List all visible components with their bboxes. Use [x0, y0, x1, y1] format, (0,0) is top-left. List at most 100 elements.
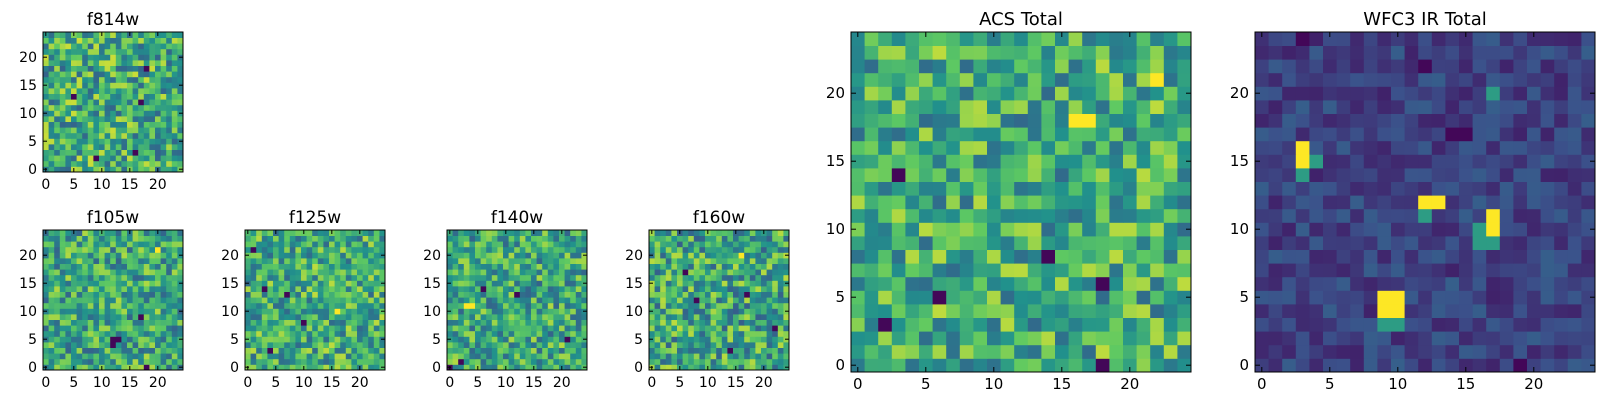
heatmap-cell [1177, 222, 1192, 237]
heatmap-cell [973, 290, 988, 305]
heatmap-cell [43, 269, 49, 276]
heatmap-cell [727, 336, 734, 343]
heatmap-cell [716, 241, 723, 248]
heatmap-cell [132, 138, 139, 145]
heatmap-cell [744, 358, 751, 365]
heatmap-cell [54, 252, 61, 259]
heatmap-cell [649, 314, 655, 320]
heatmap-cell [688, 258, 695, 264]
heatmap-cell [351, 347, 358, 354]
heatmap-cell [166, 166, 173, 173]
heatmap-cell [891, 222, 906, 237]
heatmap-cell [660, 263, 667, 270]
heatmap-cell [458, 364, 465, 371]
heatmap-cell [373, 325, 380, 332]
heatmap-cell [761, 342, 767, 348]
heatmap-cell [1268, 344, 1283, 359]
heatmap-cell [946, 195, 961, 210]
heatmap-cell [177, 71, 184, 78]
heatmap-cell [1282, 208, 1297, 223]
heatmap-cell [1540, 181, 1555, 196]
heatmap-cell [570, 274, 577, 281]
heatmap-cell [1095, 208, 1110, 223]
heatmap-cell [87, 364, 94, 371]
heatmap-cell [727, 302, 734, 309]
heatmap-cell [334, 280, 341, 287]
y-tick-label: 10 [221, 304, 239, 320]
heatmap-cell [654, 230, 661, 236]
heatmap-cell [649, 246, 655, 253]
heatmap-cell [497, 246, 504, 253]
heatmap-cell [447, 314, 453, 320]
heatmap-cell [536, 302, 543, 309]
heatmap-cell [677, 246, 683, 253]
heatmap-cell [323, 230, 330, 236]
heatmap-cell [727, 314, 734, 320]
heatmap-cell [1123, 331, 1137, 346]
heatmap-cell [891, 344, 906, 359]
heatmap-cell [486, 230, 493, 236]
panel-title: WFC3 IR Total [1363, 9, 1486, 30]
heatmap-cell [323, 342, 330, 348]
heatmap-cell [564, 314, 571, 320]
heatmap-cell [99, 280, 105, 287]
heatmap-cell [373, 342, 380, 348]
heatmap-cell [71, 246, 77, 253]
heatmap-cell [121, 71, 128, 78]
heatmap-cell [1391, 358, 1405, 373]
heatmap-cell [87, 297, 94, 304]
heatmap-cell [1527, 154, 1541, 169]
heatmap-cell [1068, 195, 1083, 210]
heatmap-cell [525, 246, 532, 253]
heatmap-cell [115, 104, 122, 111]
heatmap-cell [351, 336, 358, 343]
heatmap-cell [688, 263, 695, 270]
heatmap-cell [508, 325, 515, 332]
heatmap-cell [772, 235, 779, 242]
heatmap-cell [553, 241, 560, 248]
heatmap-cell [919, 236, 933, 250]
heatmap-cell [693, 241, 700, 248]
axes-frame [850, 31, 1192, 373]
heatmap-cell [699, 325, 706, 332]
heatmap-cell [250, 342, 257, 348]
heatmap-cell [519, 353, 526, 360]
heatmap-cell [93, 246, 100, 253]
heatmap-cell [93, 160, 100, 167]
heatmap-cell [351, 364, 358, 371]
heatmap-cell [682, 297, 689, 304]
heatmap-cell [1527, 344, 1541, 359]
heatmap-cell [368, 353, 375, 360]
heatmap-cell [654, 347, 661, 354]
heatmap-cell [738, 302, 745, 309]
heatmap-cell [463, 274, 470, 281]
heatmap-cell [65, 252, 72, 259]
heatmap-cell [1404, 127, 1419, 142]
heatmap-cell [289, 325, 296, 332]
heatmap-cell [351, 246, 358, 253]
heatmap-cell [1282, 304, 1297, 318]
heatmap-cell [149, 71, 156, 78]
heatmap-cell [469, 342, 476, 348]
heatmap-cell [1363, 304, 1378, 318]
heatmap-cell [76, 280, 83, 287]
heatmap-cell [1136, 32, 1151, 46]
heatmap-cell [693, 269, 700, 276]
heatmap-cell [334, 241, 341, 248]
heatmap-cell [295, 302, 302, 309]
heatmap-cell [1163, 358, 1178, 373]
heatmap-cell [744, 319, 751, 326]
heatmap-cell [1336, 140, 1351, 155]
heatmap-cell [744, 325, 751, 332]
heatmap-cell [1567, 154, 1582, 169]
heatmap-cell [65, 308, 72, 315]
heatmap-cell [761, 302, 767, 309]
heatmap-cell [710, 319, 717, 326]
heatmap-cell [1540, 236, 1555, 250]
heatmap-cell [919, 181, 933, 196]
heatmap-cell [127, 144, 133, 150]
heatmap-cell [744, 274, 751, 281]
heatmap-cell [1336, 208, 1351, 223]
heatmap-cell [497, 241, 504, 248]
heatmap-cell [87, 241, 94, 248]
